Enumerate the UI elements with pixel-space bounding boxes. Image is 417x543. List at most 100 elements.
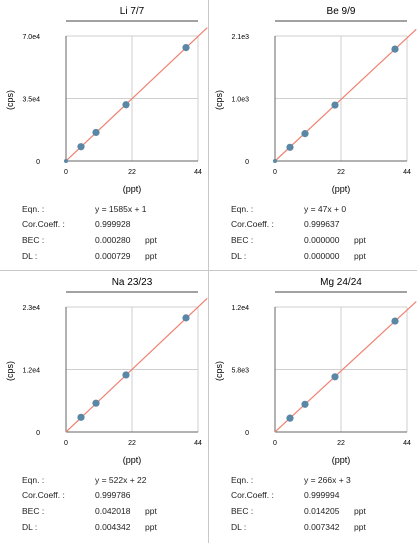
eqn-label: Eqn. :: [22, 204, 45, 214]
eqn-value: y = 522x + 22: [95, 475, 147, 485]
x-tick-label: 22: [337, 169, 345, 176]
dl-value: 0.000729: [95, 251, 131, 261]
data-point: [182, 314, 190, 322]
chart-li: Li 7/7 (cps) (ppt) 0 3.5e4 7.0e4 0 22 44: [5, 6, 208, 194]
eqn-value: y = 1585x + 1: [95, 204, 147, 214]
chart-be: Be 9/9 (cps) (ppt) 0 1.0e3 2.1e3 0 22 44: [214, 6, 417, 194]
y-tick-label: 7.0e4: [22, 34, 40, 41]
cor-label: Cor.Coeff. :: [231, 219, 274, 229]
cor-label: Cor.Coeff. :: [22, 219, 65, 229]
cor-value: 0.999928: [95, 219, 131, 229]
x-tick-label: 22: [128, 169, 136, 176]
y-axis-label: (cps): [214, 361, 224, 381]
bec-unit: ppt: [145, 235, 157, 245]
x-axis-label: (ppt): [123, 184, 142, 194]
x-tick-label: 44: [403, 169, 411, 176]
x-tick-label: 0: [273, 440, 277, 447]
chart-title: Be 9/9: [327, 6, 356, 17]
bec-label: BEC :: [22, 506, 45, 516]
y-tick-label: 0: [36, 159, 40, 166]
data-point: [273, 159, 277, 163]
dl-value: 0.007342: [304, 522, 340, 532]
chart-title: Li 7/7: [120, 6, 145, 17]
y-tick-label: 3.5e4: [22, 97, 40, 104]
plot-area: 0 3.5e4 7.0e4 0 22 44: [22, 27, 208, 176]
bec-unit: ppt: [354, 506, 366, 516]
data-point: [92, 128, 100, 137]
cor-value: 0.999637: [304, 219, 340, 229]
panel-be: Be 9/9 (cps) (ppt) 0 1.0e3 2.1e3 0 22 44 Eqn.…: [209, 0, 417, 270]
y-tick-label: 2.3e4: [22, 305, 40, 312]
horizontal-divider: [0, 270, 417, 271]
bec-value: 0.000000: [304, 235, 340, 245]
x-tick-label: 0: [64, 169, 68, 176]
dl-label: DL :: [231, 251, 247, 261]
y-tick-label: 0: [36, 430, 40, 437]
bec-value: 0.014205: [304, 506, 340, 516]
panel-li: Li 7/7 (cps) (ppt) 0 3.5e4 7.0e4 0 22 44 Eqn.…: [0, 0, 208, 270]
eqn-value: y = 266x + 3: [304, 475, 351, 485]
plot-area: 0 1.0e3 2.1e3 0 22 44: [231, 28, 417, 176]
bec-unit: ppt: [354, 235, 366, 245]
cor-value: 0.999994: [304, 490, 340, 500]
y-tick-label: 1.2e4: [231, 305, 249, 312]
y-tick-label: 1.0e3: [231, 97, 249, 104]
vertical-divider: [208, 0, 209, 543]
y-axis-label: (cps): [5, 361, 15, 381]
dl-unit: ppt: [145, 251, 157, 261]
x-tick-label: 22: [128, 440, 136, 447]
dl-unit: ppt: [145, 522, 157, 532]
x-tick-label: 44: [194, 440, 202, 447]
chart-title: Na 23/23: [112, 277, 153, 288]
data-point: [301, 130, 309, 138]
y-tick-label: 5.8e3: [231, 368, 249, 375]
data-point: [286, 414, 294, 422]
data-point: [122, 101, 130, 109]
bec-label: BEC :: [22, 235, 45, 245]
x-axis-label: (ppt): [332, 455, 351, 465]
bec-value: 0.000280: [95, 235, 131, 245]
panel-na: Na 23/23 (cps) (ppt) 0 1.2e4 2.3e4 0 22 44 Eq…: [0, 271, 208, 541]
y-tick-label: 2.1e3: [231, 34, 249, 41]
y-axis-label: (cps): [214, 90, 224, 110]
cor-label: Cor.Coeff. :: [231, 490, 274, 500]
x-tick-label: 0: [64, 440, 68, 447]
bec-unit: ppt: [145, 506, 157, 516]
data-point: [77, 413, 85, 421]
data-point: [64, 159, 68, 163]
y-tick-label: 0: [245, 159, 249, 166]
dl-value: 0.000000: [304, 251, 340, 261]
data-point: [122, 371, 130, 379]
cor-label: Cor.Coeff. :: [22, 490, 65, 500]
dl-unit: ppt: [354, 522, 366, 532]
eqn-label: Eqn. :: [231, 475, 254, 485]
x-tick-label: 22: [337, 440, 345, 447]
data-point: [286, 143, 294, 151]
dl-unit: ppt: [354, 251, 366, 261]
x-axis-label: (ppt): [123, 455, 142, 465]
dl-value: 0.004342: [95, 522, 131, 532]
data-point: [77, 143, 85, 151]
x-axis-label: (ppt): [332, 184, 351, 194]
panel-mg: Mg 24/24 (cps) (ppt) 0 5.8e3 1.2e4 0 22 44 Eq…: [209, 271, 417, 541]
data-point: [182, 44, 190, 52]
y-axis-label: (cps): [5, 90, 15, 110]
cor-value: 0.999786: [95, 490, 131, 500]
y-tick-label: 0: [245, 430, 249, 437]
x-tick-label: 44: [403, 440, 411, 447]
data-point: [391, 45, 399, 53]
data-point: [331, 373, 339, 381]
plot-area: 0 1.2e4 2.3e4 0 22 44: [22, 297, 208, 447]
dl-label: DL :: [22, 251, 38, 261]
eqn-value: y = 47x + 0: [304, 204, 347, 214]
bec-value: 0.042018: [95, 506, 131, 516]
x-tick-label: 0: [273, 169, 277, 176]
chart-title: Mg 24/24: [320, 277, 362, 288]
y-tick-label: 1.2e4: [22, 368, 40, 375]
plot-area: 0 5.8e3 1.2e4 0 22 44: [231, 301, 417, 447]
eqn-label: Eqn. :: [231, 204, 254, 214]
bec-label: BEC :: [231, 235, 254, 245]
chart-mg: Mg 24/24 (cps) (ppt) 0 5.8e3 1.2e4 0 22 44: [214, 277, 417, 465]
data-point: [331, 101, 339, 109]
